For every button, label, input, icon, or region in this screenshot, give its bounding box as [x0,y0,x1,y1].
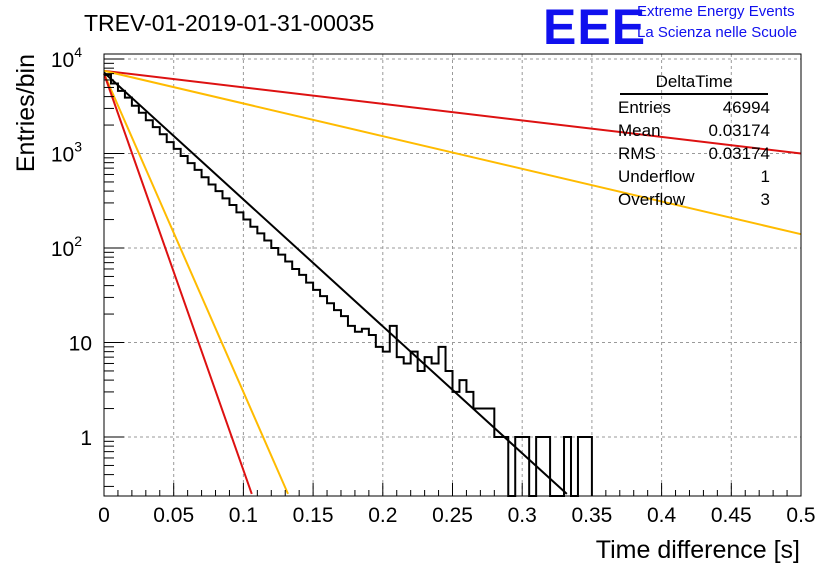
stats-value: 46994 [722,98,770,117]
stats-box: DeltaTime Entries 46994 Mean 0.03174 RMS… [612,72,778,211]
x-tick-label: 0.5 [786,504,815,527]
fit-curves [103,69,802,495]
fit-curve [103,73,289,495]
fit-curve [103,69,802,236]
stats-row-overflow: Overflow 3 [612,188,778,211]
logo-subtitle-1: Extreme Energy Events [637,3,795,20]
stats-label: Mean [618,121,661,140]
histogram-outline [104,73,593,497]
x-tick-label: 0.4 [647,504,677,527]
y-axis-label: Entries/bin [12,54,40,172]
y-tick-label: 1 [80,427,92,450]
stats-row-rms: RMS 0.03174 [612,142,778,165]
logo-subtitle-2: La Scienza nelle Scuole [637,24,798,41]
stats-row-underflow: Underflow 1 [612,165,778,188]
stats-value: 0.03174 [708,121,770,140]
y-tick-label: 104 [51,44,82,72]
x-axis-label: Time difference [s] [596,536,800,564]
y-tick-label: 10 [69,333,92,356]
x-tick-label: 0 [98,504,110,527]
x-tick-label: 0.2 [368,504,397,527]
stats-row-mean: Mean 0.03174 [612,119,778,142]
x-tick-label: 0.1 [229,504,258,527]
stats-label: Underflow [618,167,695,186]
stats-value: 1 [760,167,770,186]
x-tick-label: 0.25 [432,504,473,527]
fit-curve [103,73,253,495]
x-tick-label: 0.45 [711,504,752,527]
histogram-bars [104,73,593,497]
x-axis: 0 0.05 0.1 0.15 0.2 0.25 0.3 0.35 0.4 0.45 0.5 [98,483,816,527]
x-tick-label: 0.3 [508,504,537,527]
fit-curve [103,69,802,155]
chart-title: TREV-01-2019-01-31-00035 [84,10,375,36]
x-tick-label: 0.05 [153,504,194,527]
fit-curve [103,71,568,495]
stats-value: 0.03174 [708,144,770,163]
x-tick-label: 0.35 [571,504,612,527]
stats-value: 3 [760,190,770,209]
stats-label: Overflow [618,190,686,209]
stats-label: Entries [618,98,671,117]
x-tick-label: 0.15 [293,504,334,527]
y-axis: 1 10 102 103 104 [51,44,124,487]
y-tick-label: 103 [51,139,82,167]
y-tick-label: 102 [51,233,82,261]
eee-logo: EEE [543,0,647,55]
stats-label: RMS [618,144,656,163]
stats-title: DeltaTime [620,72,768,95]
stats-row-entries: Entries 46994 [612,96,778,119]
